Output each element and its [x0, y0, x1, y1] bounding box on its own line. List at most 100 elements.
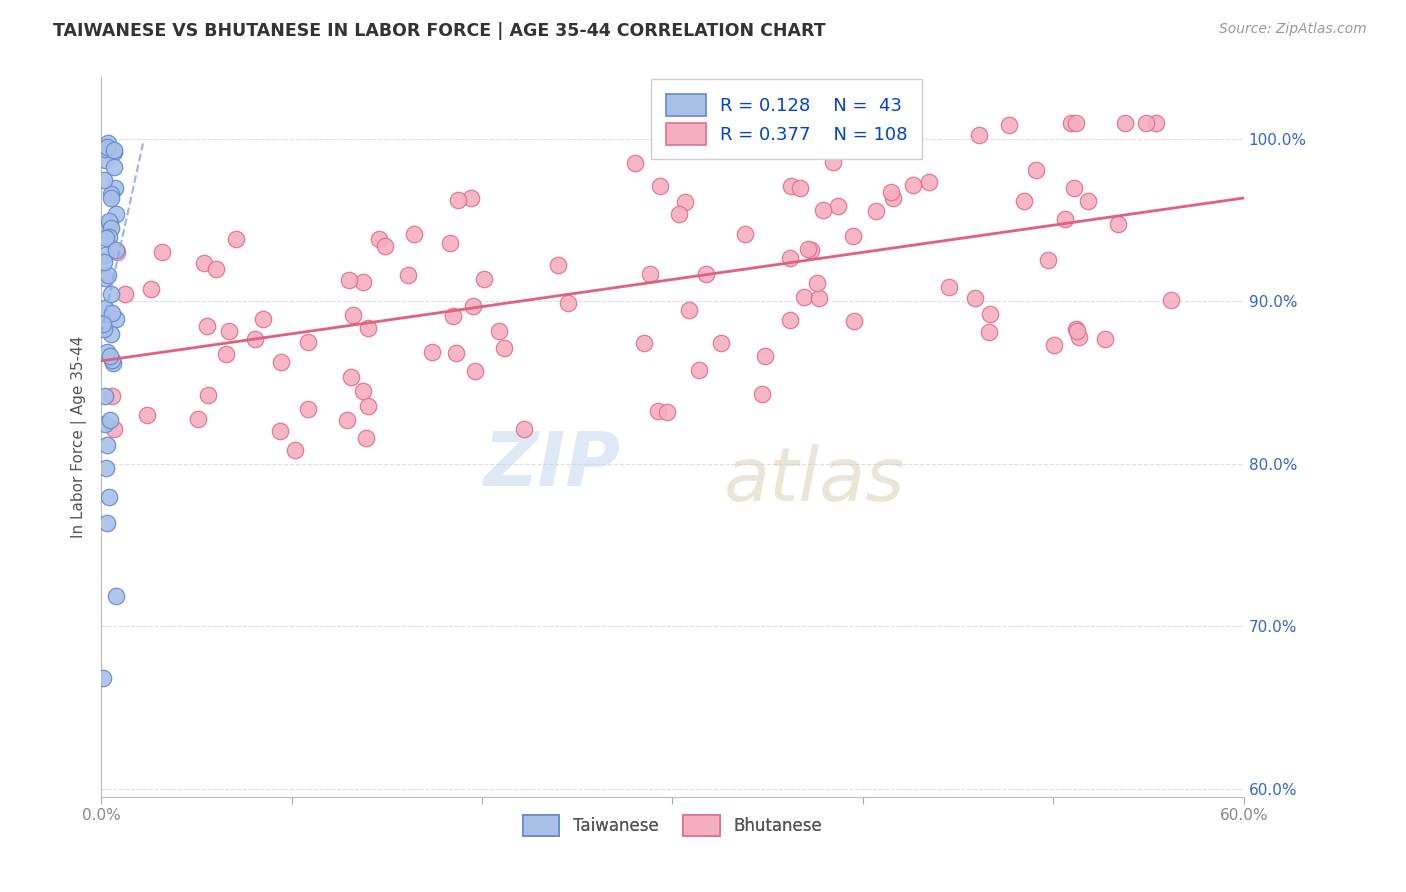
Point — [354, 431, 377, 445]
Point — [1144, 116, 1167, 130]
Point — [688, 363, 710, 377]
Point — [842, 314, 865, 328]
Point — [101, 389, 124, 403]
Point — [96, 139, 118, 153]
Point — [797, 243, 820, 257]
Point — [103, 145, 125, 159]
Point — [94, 461, 117, 475]
Point — [94, 301, 117, 315]
Point — [97, 136, 120, 150]
Point — [340, 370, 363, 384]
Point — [284, 442, 307, 457]
Point — [396, 268, 419, 283]
Point — [1036, 253, 1059, 268]
Point — [447, 194, 470, 208]
Text: TAIWANESE VS BHUTANESE IN LABOR FORCE | AGE 35-44 CORRELATION CHART: TAIWANESE VS BHUTANESE IN LABOR FORCE | … — [53, 22, 827, 40]
Point — [100, 287, 122, 301]
Point — [100, 220, 122, 235]
Point — [1063, 180, 1085, 194]
Point — [94, 270, 117, 285]
Point — [357, 400, 380, 414]
Point — [93, 222, 115, 236]
Point — [101, 355, 124, 369]
Point — [94, 142, 117, 156]
Point — [104, 206, 127, 220]
Point — [91, 671, 114, 685]
Point — [513, 422, 536, 436]
Point — [297, 401, 319, 416]
Point — [979, 307, 1001, 321]
Point — [998, 118, 1021, 132]
Point — [800, 244, 823, 258]
Point — [734, 227, 756, 242]
Point — [336, 413, 359, 427]
Point — [97, 268, 120, 283]
Point — [1043, 338, 1066, 352]
Point — [624, 156, 647, 170]
Point — [337, 273, 360, 287]
Point — [103, 143, 125, 157]
Point — [297, 334, 319, 349]
Point — [678, 302, 700, 317]
Point — [93, 173, 115, 187]
Point — [754, 349, 776, 363]
Point — [374, 239, 396, 253]
Point — [1064, 116, 1087, 130]
Point — [1135, 116, 1157, 130]
Point — [96, 438, 118, 452]
Point — [967, 128, 990, 142]
Point — [139, 282, 162, 296]
Point — [94, 231, 117, 245]
Point — [94, 248, 117, 262]
Point — [963, 291, 986, 305]
Point — [789, 181, 811, 195]
Text: Source: ZipAtlas.com: Source: ZipAtlas.com — [1219, 22, 1367, 37]
Point — [855, 136, 877, 151]
Point — [648, 178, 671, 193]
Point — [193, 256, 215, 270]
Point — [1114, 116, 1136, 130]
Point — [638, 267, 661, 281]
Point — [547, 258, 569, 272]
Point — [882, 190, 904, 204]
Point — [492, 341, 515, 355]
Point — [979, 325, 1001, 339]
Point — [1025, 162, 1047, 177]
Point — [1012, 194, 1035, 208]
Point — [270, 355, 292, 369]
Text: atlas: atlas — [724, 444, 905, 516]
Point — [245, 332, 267, 346]
Point — [780, 178, 803, 193]
Point — [792, 289, 814, 303]
Point — [464, 364, 486, 378]
Legend: Taiwanese, Bhutanese: Taiwanese, Bhutanese — [516, 809, 830, 842]
Point — [709, 335, 731, 350]
Point — [367, 232, 389, 246]
Point — [1107, 217, 1129, 231]
Point — [472, 271, 495, 285]
Point — [821, 154, 844, 169]
Point — [98, 230, 121, 244]
Point — [98, 413, 121, 427]
Point — [1069, 330, 1091, 344]
Point — [152, 244, 174, 259]
Y-axis label: In Labor Force | Age 35-44: In Labor Force | Age 35-44 — [72, 336, 87, 538]
Point — [695, 267, 717, 281]
Point — [93, 317, 115, 331]
Point — [808, 291, 831, 305]
Point — [100, 326, 122, 341]
Point — [101, 353, 124, 368]
Text: ZIP: ZIP — [484, 429, 621, 502]
Point — [93, 417, 115, 432]
Point — [94, 389, 117, 403]
Point — [98, 349, 121, 363]
Point — [97, 214, 120, 228]
Point — [225, 232, 247, 246]
Point — [97, 490, 120, 504]
Point — [96, 345, 118, 359]
Point — [104, 589, 127, 603]
Point — [205, 262, 228, 277]
Point — [779, 251, 801, 265]
Point — [103, 160, 125, 174]
Point — [94, 153, 117, 167]
